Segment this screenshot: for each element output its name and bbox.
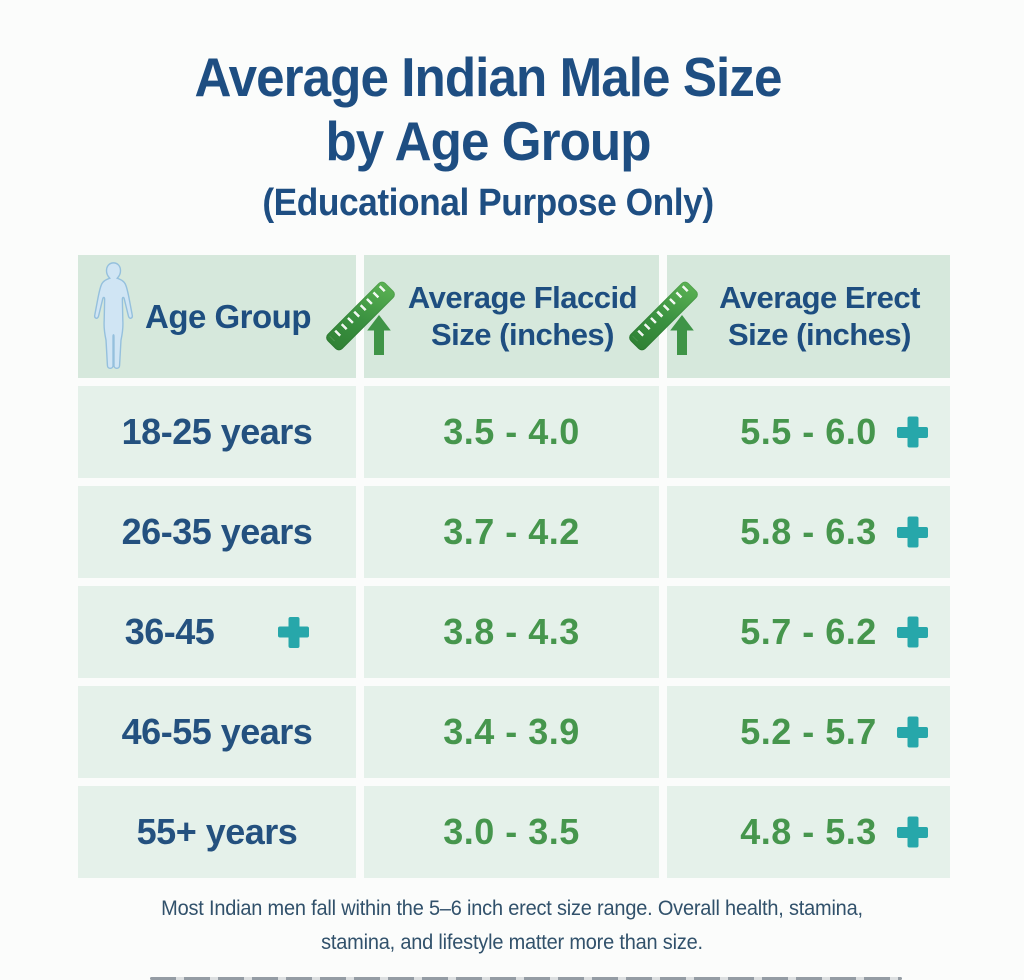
- size-table: Age Group Average Flaccid Size (inches): [78, 255, 950, 878]
- header-erect-label: Average Erect Size (inches): [719, 279, 920, 352]
- table-row-erect-cell: 4.8 - 5.3: [667, 786, 950, 878]
- title-line1: Average Indian Male Size: [194, 46, 783, 108]
- plus-icon: [897, 717, 928, 748]
- table-row-age-cell: 36-45: [78, 586, 356, 678]
- table-row-flaccid-cell: 3.5 - 4.0: [364, 386, 659, 478]
- header-flaccid-label: Average Flaccid Size (inches): [407, 279, 638, 352]
- cropped-text-line: [150, 977, 902, 980]
- header-erect-size: Average Erect Size (inches): [627, 255, 950, 378]
- plus-icon: [278, 617, 309, 648]
- plus-icon: [897, 417, 928, 448]
- table-row-flaccid-cell: 3.4 - 3.9: [364, 686, 659, 778]
- arrow-up-icon: [367, 314, 391, 355]
- table-row-erect-cell: 5.2 - 5.7: [667, 686, 950, 778]
- page-title: Average Indian Male Size by Age Group (E…: [12, 50, 964, 225]
- footer-note: Most Indian men fall within the 5–6 inch…: [26, 892, 999, 960]
- person-icon: [93, 261, 134, 369]
- plus-icon: [897, 617, 928, 648]
- plus-icon: [897, 517, 928, 548]
- measure-icon-group: [627, 266, 700, 368]
- plus-icon: [897, 817, 928, 848]
- title-line2: by Age Group: [325, 110, 651, 172]
- table-row-age-cell: 46-55 years: [78, 686, 356, 778]
- table-row-age-cell: 55+ years: [78, 786, 356, 878]
- table-row-age-cell: 26-35 years: [78, 486, 356, 578]
- header-flaccid-size: Average Flaccid Size (inches): [324, 255, 659, 378]
- table-row-erect-cell: 5.8 - 6.3: [667, 486, 950, 578]
- table-row-erect-cell: 5.5 - 6.0: [667, 386, 950, 478]
- table-row-erect-cell: 5.7 - 6.2: [667, 586, 950, 678]
- subtitle: (Educational Purpose Only): [262, 182, 714, 224]
- table-row-flaccid-cell: 3.7 - 4.2: [364, 486, 659, 578]
- footer-line2: stamina, and lifestyle matter more than …: [321, 931, 703, 954]
- table-row-flaccid-cell: 3.8 - 4.3: [364, 586, 659, 678]
- header-age-label: Age Group: [145, 297, 312, 335]
- arrow-up-icon: [670, 314, 694, 355]
- measure-icon-group: [324, 266, 397, 368]
- table-row-age-cell: 18-25 years: [78, 386, 356, 478]
- footer-line1: Most Indian men fall within the 5–6 inch…: [161, 897, 863, 920]
- table-row-flaccid-cell: 3.0 - 3.5: [364, 786, 659, 878]
- header-age-group: Age Group: [78, 255, 356, 378]
